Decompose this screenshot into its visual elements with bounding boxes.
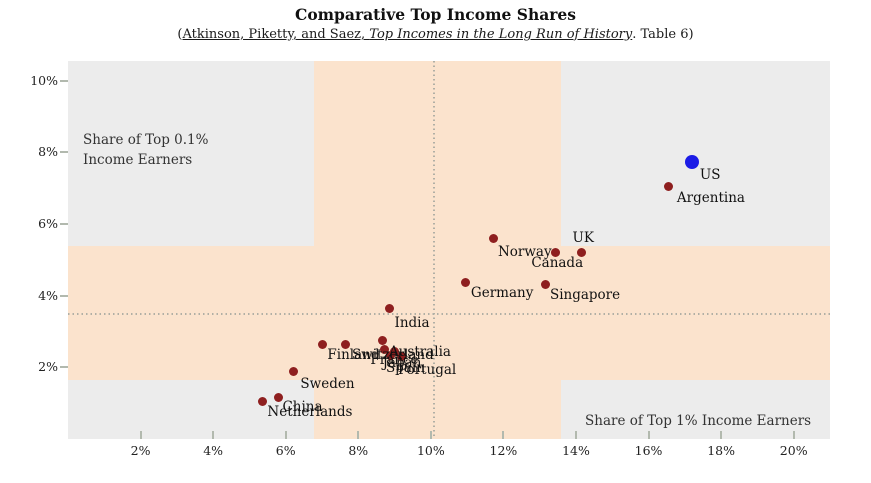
y-axis-tick (60, 366, 68, 369)
x-axis-tick-label: 2% (130, 443, 151, 458)
point-argentina (664, 181, 674, 191)
median-line-horizontal (68, 312, 830, 315)
plot-area: US Argentina UK Canada Norway Singapore German… (68, 61, 830, 439)
x-axis-title: Share of Top 1% Income Earners (585, 413, 812, 429)
x-axis-tick (212, 431, 215, 439)
y-axis-title: Share of Top 0.1% Income Earners (83, 131, 208, 170)
subtitle-citation: Atkinson, Piketty, and Saez, Top Incomes… (183, 27, 633, 42)
point-label-sweden: Sweden (300, 375, 355, 392)
x-axis-tick-label: 16% (634, 443, 663, 458)
y-axis-tick (60, 79, 68, 82)
y-axis-tick-label: 6% (38, 216, 58, 232)
point-canada (550, 247, 560, 257)
x-axis-tick-label: 6% (275, 443, 296, 458)
point-label-canada: Canada (531, 254, 584, 271)
point-sweden (288, 367, 298, 377)
median-line-vertical (433, 61, 436, 439)
point-label-japan: Japan (382, 354, 422, 371)
x-axis-tick-label: 10% (416, 443, 445, 458)
chart-header: Comparative Top Income Shares (Atkinson,… (0, 5, 871, 42)
chart-title: Comparative Top Income Shares (294, 5, 577, 24)
point-label-switzerland: Switzerland (351, 346, 434, 363)
x-axis-tick-label: 20% (779, 443, 808, 458)
subtitle-book-title: Top Incomes in the Long Run of History (369, 27, 633, 42)
y-axis-title-line1: Share of Top 0.1% (83, 132, 209, 148)
point-netherlands (257, 396, 267, 406)
point-label-germany: Germany (470, 284, 534, 301)
y-axis-tick-label: 2% (38, 359, 58, 375)
x-axis-tick (357, 431, 360, 439)
point-uk (576, 248, 586, 258)
subtitle-authors: Atkinson, Piketty, and Saez, (182, 27, 370, 42)
point-germany (460, 277, 470, 287)
point-spain (386, 351, 396, 361)
y-axis-tick-label: 10% (30, 72, 58, 88)
point-us (685, 155, 700, 170)
point-singapore (540, 280, 550, 290)
y-axis-tick (60, 151, 68, 154)
x-axis-tick (720, 431, 723, 439)
x-axis-tick-label: 14% (562, 443, 590, 458)
point-label-uk: UK (572, 229, 594, 246)
point-label-norway: Norway (497, 243, 552, 260)
point-label-us: US (699, 166, 721, 183)
x-axis-tick (575, 431, 577, 439)
x-axis-tick-label: 8% (348, 443, 369, 458)
point-label-spain: Spain (385, 360, 425, 377)
x-axis-tick (284, 431, 287, 439)
point-label-france: France (370, 351, 419, 368)
point-label-finland: Finland (327, 346, 380, 363)
x-axis-tick (502, 431, 505, 439)
point-label-portugal: Portugal (398, 361, 457, 378)
point-india (384, 304, 394, 314)
y-axis-tick-label: 8% (38, 144, 58, 160)
point-label-australia: Australia (388, 344, 451, 361)
point-label-netherlands: Netherlands (267, 403, 353, 420)
y-axis-tick-label: 4% (38, 287, 58, 303)
point-label-argentina: Argentina (676, 190, 745, 206)
point-finland (318, 339, 328, 349)
point-label-china: China (282, 398, 323, 415)
x-axis-tick (647, 431, 650, 439)
chart-subtitle: (Atkinson, Piketty, and Saez, Top Income… (0, 27, 871, 42)
point-france (379, 345, 389, 355)
x-axis-tick (139, 431, 142, 439)
y-axis-tick (60, 294, 68, 297)
point-australia (378, 336, 388, 346)
point-japan (390, 346, 400, 356)
point-switzerland (341, 339, 351, 349)
y-axis-title-line2: Income Earners (83, 151, 193, 168)
x-axis-tick-label: 12% (489, 443, 518, 458)
x-axis-tick-label: 18% (707, 443, 736, 458)
point-norway (488, 234, 498, 244)
y-axis-tick (60, 223, 68, 226)
point-portugal (396, 352, 406, 362)
point-label-singapore: Singapore (549, 286, 621, 303)
x-axis-tick (429, 431, 432, 439)
subtitle-close: . Table 6) (632, 27, 694, 42)
point-label-india: India (394, 314, 430, 331)
x-axis-tick-label: 4% (203, 443, 224, 458)
point-china (273, 392, 283, 402)
x-axis-tick (792, 431, 795, 439)
subtitle-open-paren: ( (177, 27, 183, 42)
